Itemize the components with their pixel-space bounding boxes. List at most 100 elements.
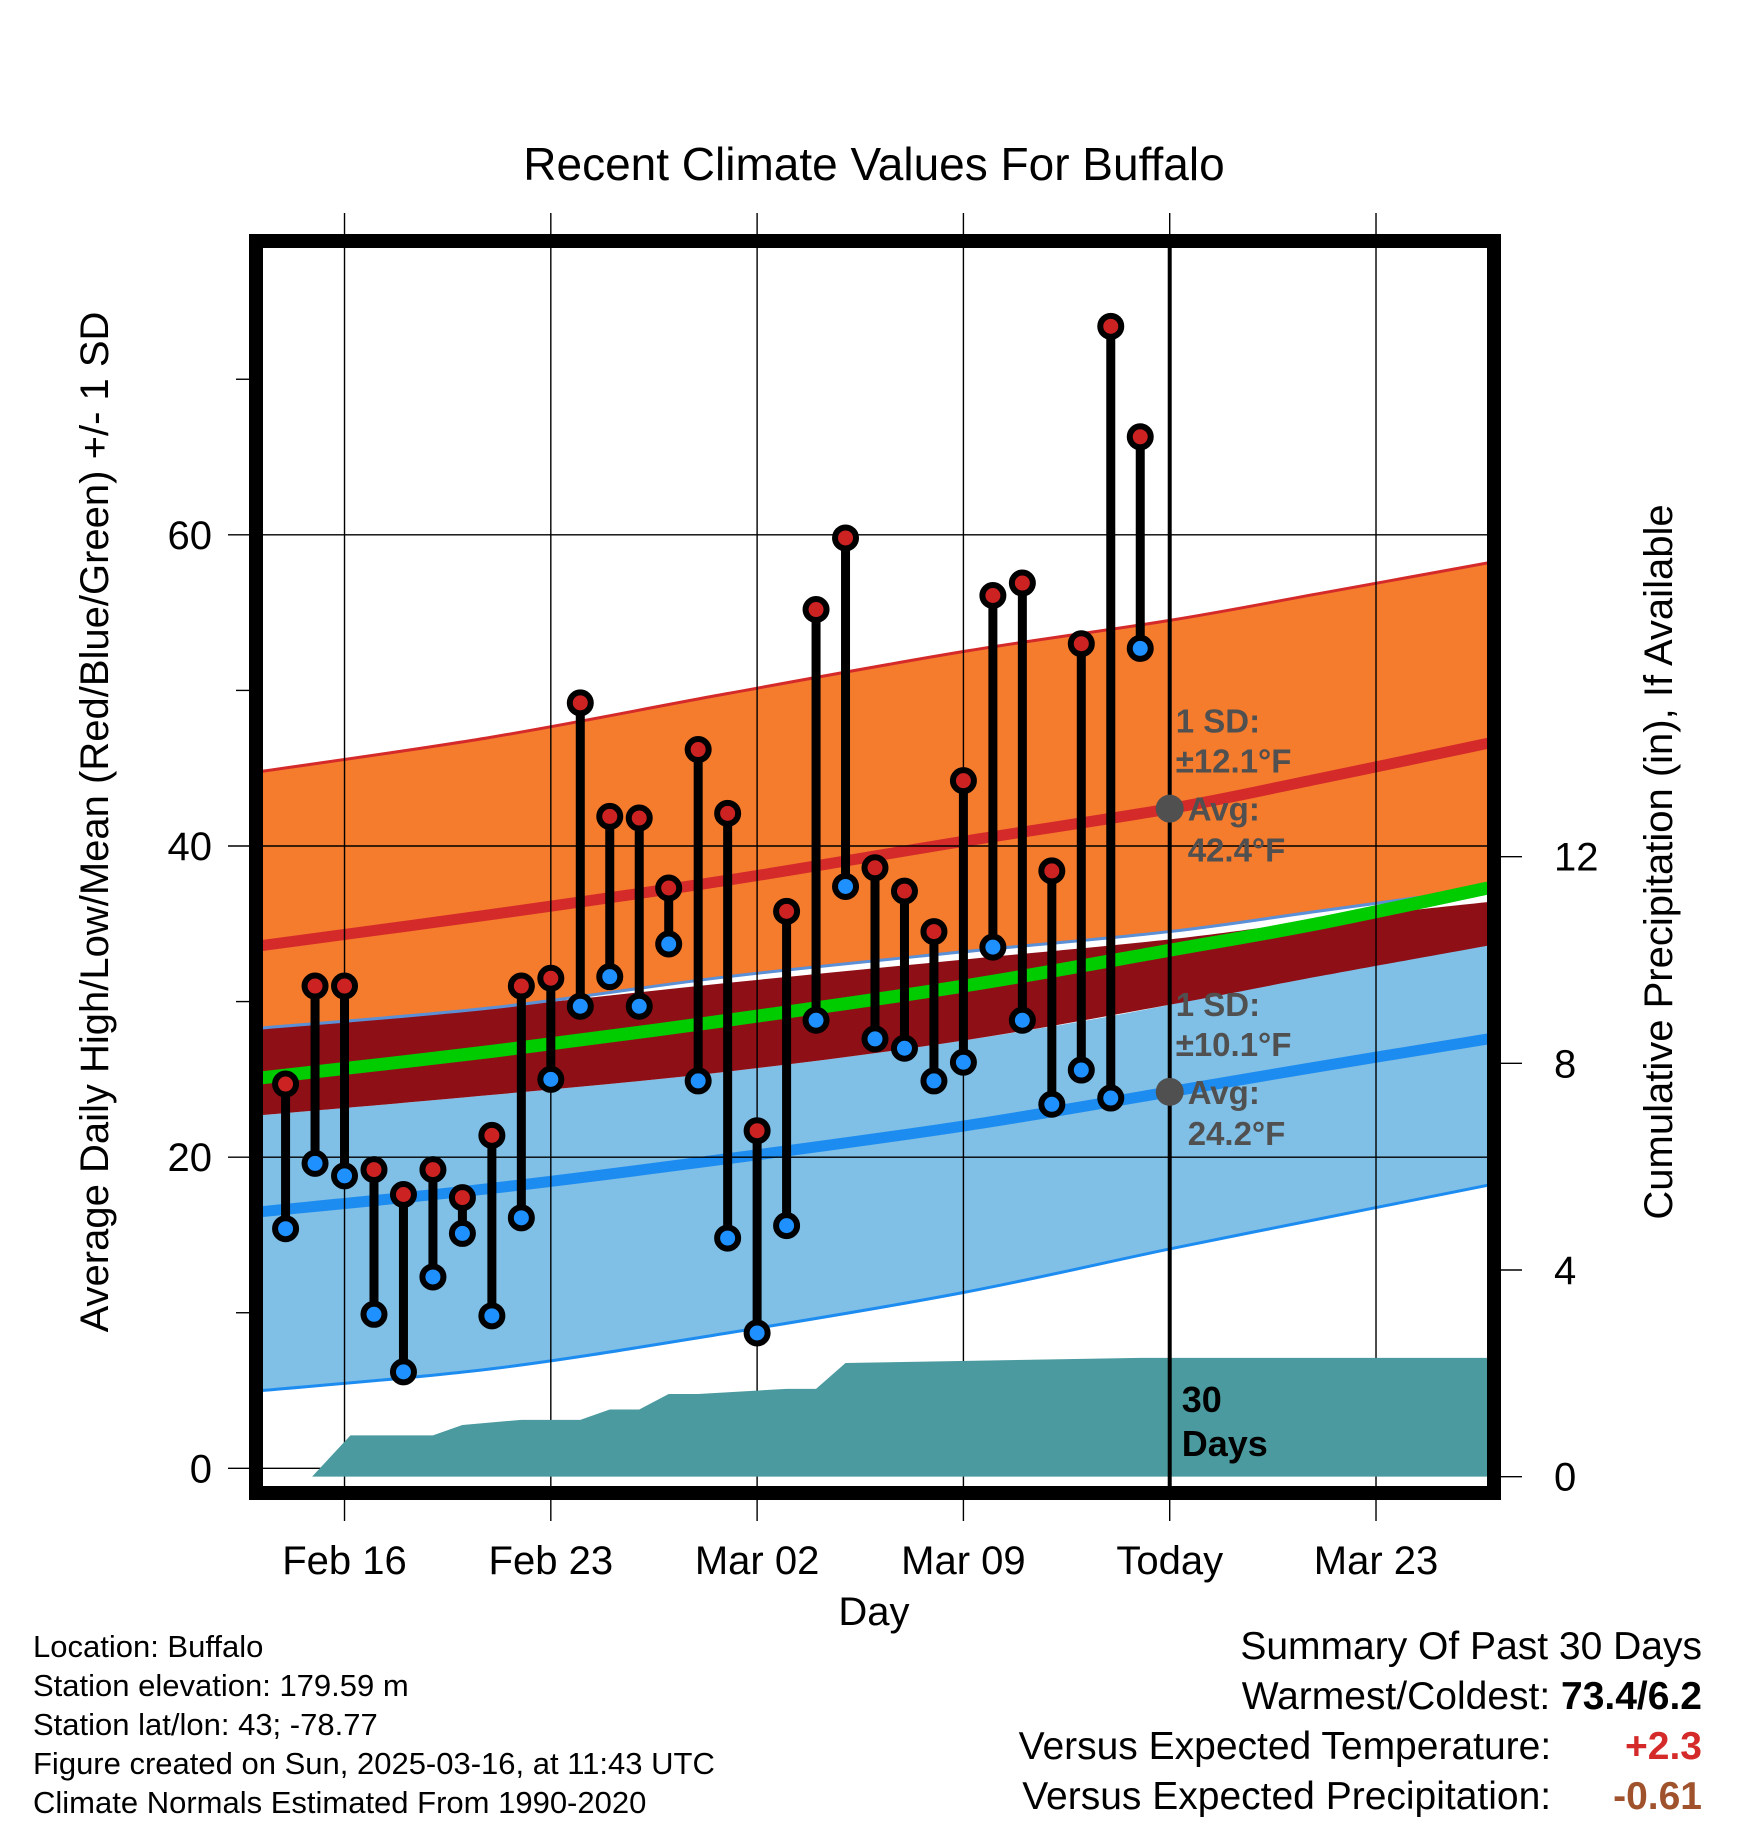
high-point [949, 767, 977, 795]
high-point [684, 736, 712, 764]
low-point [655, 930, 683, 958]
low-point [773, 1212, 801, 1240]
low-point [507, 1204, 535, 1232]
high-point [596, 802, 624, 830]
high-point [861, 854, 889, 882]
temperature-row: Versus Expected Temperature: +2.3 [1019, 1722, 1702, 1772]
summary-panel: Summary Of Past 30 Days Warmest/Coldest:… [1019, 1622, 1702, 1822]
x-axis-label: Day [838, 1590, 909, 1634]
y2-tick-label: 0 [1554, 1456, 1576, 1500]
chart-title: Recent Climate Values For Buffalo [523, 138, 1224, 190]
avg-marker [1155, 1077, 1184, 1106]
sd-label: 1 SD: [1176, 986, 1260, 1023]
sd-value: ±12.1°F [1176, 743, 1292, 780]
y-tick-label: 40 [168, 825, 213, 869]
today-days-label: 30 [1182, 1379, 1222, 1420]
sd-label: 1 SD: [1176, 703, 1260, 740]
x-tick-label: Feb 23 [489, 1539, 614, 1583]
high-point [566, 689, 594, 717]
location-text: Location: Buffalo [33, 1629, 264, 1664]
high-point [920, 918, 948, 946]
low-point [714, 1224, 742, 1252]
high-point [802, 596, 830, 624]
high-point [625, 804, 653, 832]
high-point [979, 582, 1007, 610]
low-sd-band [262, 926, 1488, 1391]
low-point [331, 1162, 359, 1190]
y-axis-label: Average Daily High/Low/Mean (Red/Blue/Gr… [73, 312, 117, 1333]
low-point [272, 1215, 300, 1243]
high-point [301, 972, 329, 1000]
low-point [743, 1319, 771, 1347]
high-point [272, 1070, 300, 1098]
warmest-coldest-row: Warmest/Coldest: 73.4/6.2 [1019, 1672, 1702, 1722]
high-point [389, 1181, 417, 1209]
x-tick-label: Mar 02 [695, 1539, 820, 1583]
low-point [920, 1067, 948, 1095]
high-point [331, 972, 359, 1000]
high-point [773, 897, 801, 925]
elevation-text: Station elevation: 179.59 m [33, 1668, 409, 1703]
high-point [360, 1156, 388, 1184]
high-plus-sd-line [262, 561, 1488, 773]
high-point [507, 972, 535, 1000]
low-point [537, 1065, 565, 1093]
y2-axis-label: Cumulative Precipitation (in), If Availa… [1637, 504, 1681, 1219]
avg-value: 42.4°F [1188, 832, 1286, 869]
y2-tick-label: 12 [1554, 836, 1599, 880]
high-point [537, 964, 565, 992]
high-point [890, 877, 918, 905]
high-point [478, 1121, 506, 1149]
precipitation-row: Versus Expected Precipitation: -0.61 [1019, 1772, 1702, 1822]
high-point [1097, 312, 1125, 340]
low-point [360, 1300, 388, 1328]
x-tick-label: Today [1116, 1539, 1223, 1583]
low-point [832, 872, 860, 900]
station-info: Location: Buffalo Station elevation: 179… [33, 1627, 715, 1822]
low-point [1126, 634, 1154, 662]
low-point [1008, 1006, 1036, 1034]
low-point [625, 992, 653, 1020]
summary-heading: Summary Of Past 30 Days [1240, 1625, 1702, 1668]
high-point [1008, 569, 1036, 597]
high-point [1067, 630, 1095, 658]
x-tick-label: Mar 09 [901, 1539, 1026, 1583]
temperature-label: Versus Expected Temperature: [1018, 1725, 1552, 1768]
low-point [448, 1219, 476, 1247]
high-point [714, 799, 742, 827]
low-point [684, 1067, 712, 1095]
low-point [979, 933, 1007, 961]
precipitation-label: Versus Expected Precipitation: [1022, 1775, 1552, 1818]
avg-label: Avg: [1188, 1074, 1260, 1111]
low-point [861, 1025, 889, 1053]
warmest-value: 73.4/6.2 [1561, 1675, 1702, 1718]
low-point [301, 1149, 329, 1177]
high-point [448, 1184, 476, 1212]
precipitation-value: -0.61 [1613, 1775, 1702, 1818]
avg-marker [1155, 794, 1184, 823]
low-point [1067, 1056, 1095, 1084]
low-point [1097, 1084, 1125, 1112]
low-minus-sd-line [262, 1183, 1488, 1393]
low-point [1038, 1090, 1066, 1118]
y2-tick-label: 8 [1554, 1042, 1576, 1086]
temperature-value: +2.3 [1625, 1725, 1702, 1768]
avg-label: Avg: [1188, 791, 1260, 828]
low-point [419, 1263, 447, 1291]
x-tick-label: Mar 23 [1314, 1539, 1439, 1583]
high-sd-band [262, 562, 1488, 1029]
y-tick-label: 20 [168, 1136, 213, 1180]
warmest-label: Warmest/Coldest: [1241, 1675, 1551, 1718]
high-point [1038, 857, 1066, 885]
high-point [419, 1156, 447, 1184]
low-point [478, 1302, 506, 1330]
low-point [566, 992, 594, 1020]
created-text: Figure created on Sun, 2025-03-16, at 11… [33, 1746, 715, 1781]
high-point [655, 874, 683, 902]
today-days-label: Days [1182, 1423, 1268, 1464]
high-point [832, 524, 860, 552]
low-point [389, 1358, 417, 1386]
y-tick-label: 60 [168, 514, 213, 558]
